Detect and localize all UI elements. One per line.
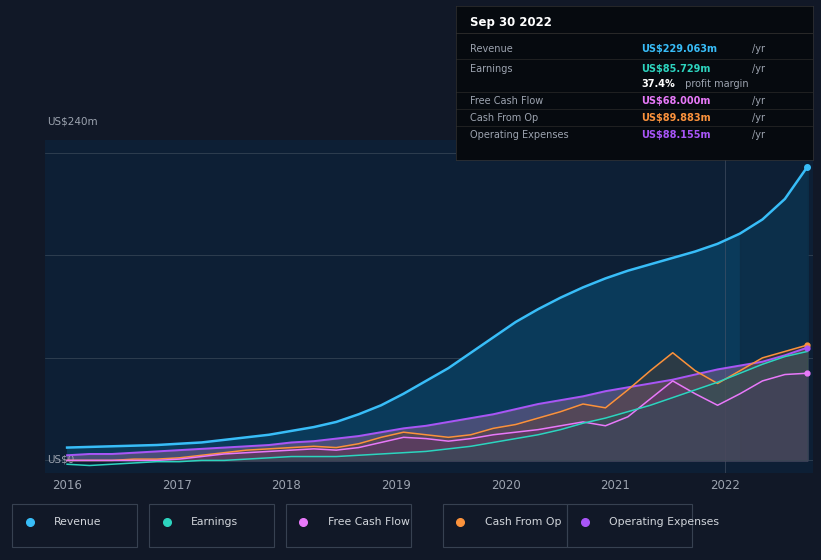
Text: /yr: /yr: [752, 44, 765, 54]
Text: Earnings: Earnings: [190, 517, 238, 528]
Text: Operating Expenses: Operating Expenses: [470, 130, 569, 140]
Text: US$89.883m: US$89.883m: [641, 113, 711, 123]
Text: Sep 30 2022: Sep 30 2022: [470, 16, 552, 29]
Text: Cash From Op: Cash From Op: [470, 113, 539, 123]
Text: US$229.063m: US$229.063m: [641, 44, 718, 54]
Text: Revenue: Revenue: [470, 44, 512, 54]
Text: US$240m: US$240m: [47, 116, 98, 127]
Text: profit margin: profit margin: [682, 79, 749, 89]
Text: Operating Expenses: Operating Expenses: [609, 517, 719, 528]
Text: /yr: /yr: [752, 130, 765, 140]
Text: Earnings: Earnings: [470, 64, 512, 74]
Text: Revenue: Revenue: [54, 517, 102, 528]
Text: Free Cash Flow: Free Cash Flow: [328, 517, 410, 528]
Text: Free Cash Flow: Free Cash Flow: [470, 96, 544, 106]
Text: US$88.155m: US$88.155m: [641, 130, 711, 140]
Text: /yr: /yr: [752, 64, 765, 74]
Text: /yr: /yr: [752, 96, 765, 106]
Text: US$68.000m: US$68.000m: [641, 96, 711, 106]
Text: 37.4%: 37.4%: [641, 79, 675, 89]
Text: Cash From Op: Cash From Op: [484, 517, 561, 528]
Text: US$0: US$0: [47, 455, 74, 465]
Text: /yr: /yr: [752, 113, 765, 123]
Text: US$85.729m: US$85.729m: [641, 64, 711, 74]
